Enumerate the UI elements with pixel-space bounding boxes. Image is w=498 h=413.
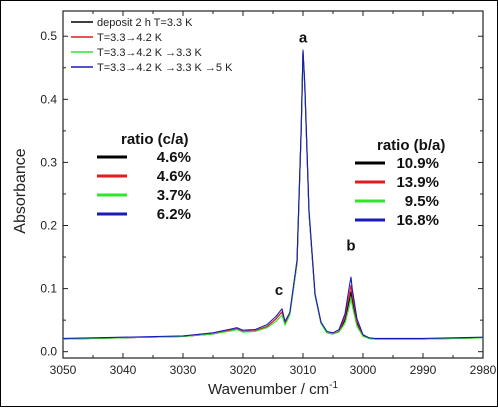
ratio-value-2-1: 10.9% [396, 155, 439, 172]
y-tick-label: 0.0 [40, 345, 57, 359]
x-axis-label: Wavenumber / cm-1 [208, 380, 338, 398]
x-tick-label: 3020 [230, 363, 257, 377]
legend-entry-2: T=3.3→4.2 K [97, 32, 163, 44]
ratio-value-2-3: 9.5% [405, 193, 439, 210]
ratio-value-1-3: 3.7% [157, 187, 191, 204]
x-tick-label: 3040 [110, 363, 137, 377]
y-tick-label: 0.5 [40, 29, 57, 43]
y-tick-label: 0.3 [40, 155, 57, 169]
x-tick-label: 3030 [170, 363, 197, 377]
y-tick-label: 0.4 [40, 92, 57, 106]
y-tick-label: 0.2 [40, 219, 57, 233]
peak-label-b: b [346, 238, 355, 255]
x-tick-label: 2980 [470, 363, 497, 377]
y-tick-label: 0.1 [40, 282, 57, 296]
ratio-value-1-4: 6.2% [157, 206, 191, 223]
x-axis-label-superscript: -1 [329, 380, 338, 391]
ratio-table-title-2: ratio (b/a) [377, 137, 445, 154]
series-line-4 [62, 49, 484, 339]
ratio-value-1-2: 4.6% [157, 168, 191, 185]
legend-entry-4: T=3.3→4.2 K →3.3 K →5 K [97, 62, 233, 74]
x-tick-label: 3000 [350, 363, 377, 377]
x-tick-label: 2990 [410, 363, 437, 377]
ratio-value-1-1: 4.6% [157, 149, 191, 166]
x-axis-label-text: Wavenumber / cm [208, 381, 329, 398]
legend-entry-1: deposit 2 h T=3.3 K [97, 17, 193, 29]
x-tick-label: 3010 [290, 363, 317, 377]
x-tick-label: 3050 [50, 363, 77, 377]
ratio-value-2-4: 16.8% [396, 212, 439, 229]
peak-label-a: a [299, 30, 308, 47]
peak-label-c: c [275, 282, 283, 299]
ratio-table-title-1: ratio (c/a) [121, 131, 189, 148]
legend-entry-3: T=3.3→4.2 K →3.3 K [97, 47, 203, 59]
ratio-value-2-2: 13.9% [396, 174, 439, 191]
y-axis-label: Absorbance [12, 148, 29, 233]
